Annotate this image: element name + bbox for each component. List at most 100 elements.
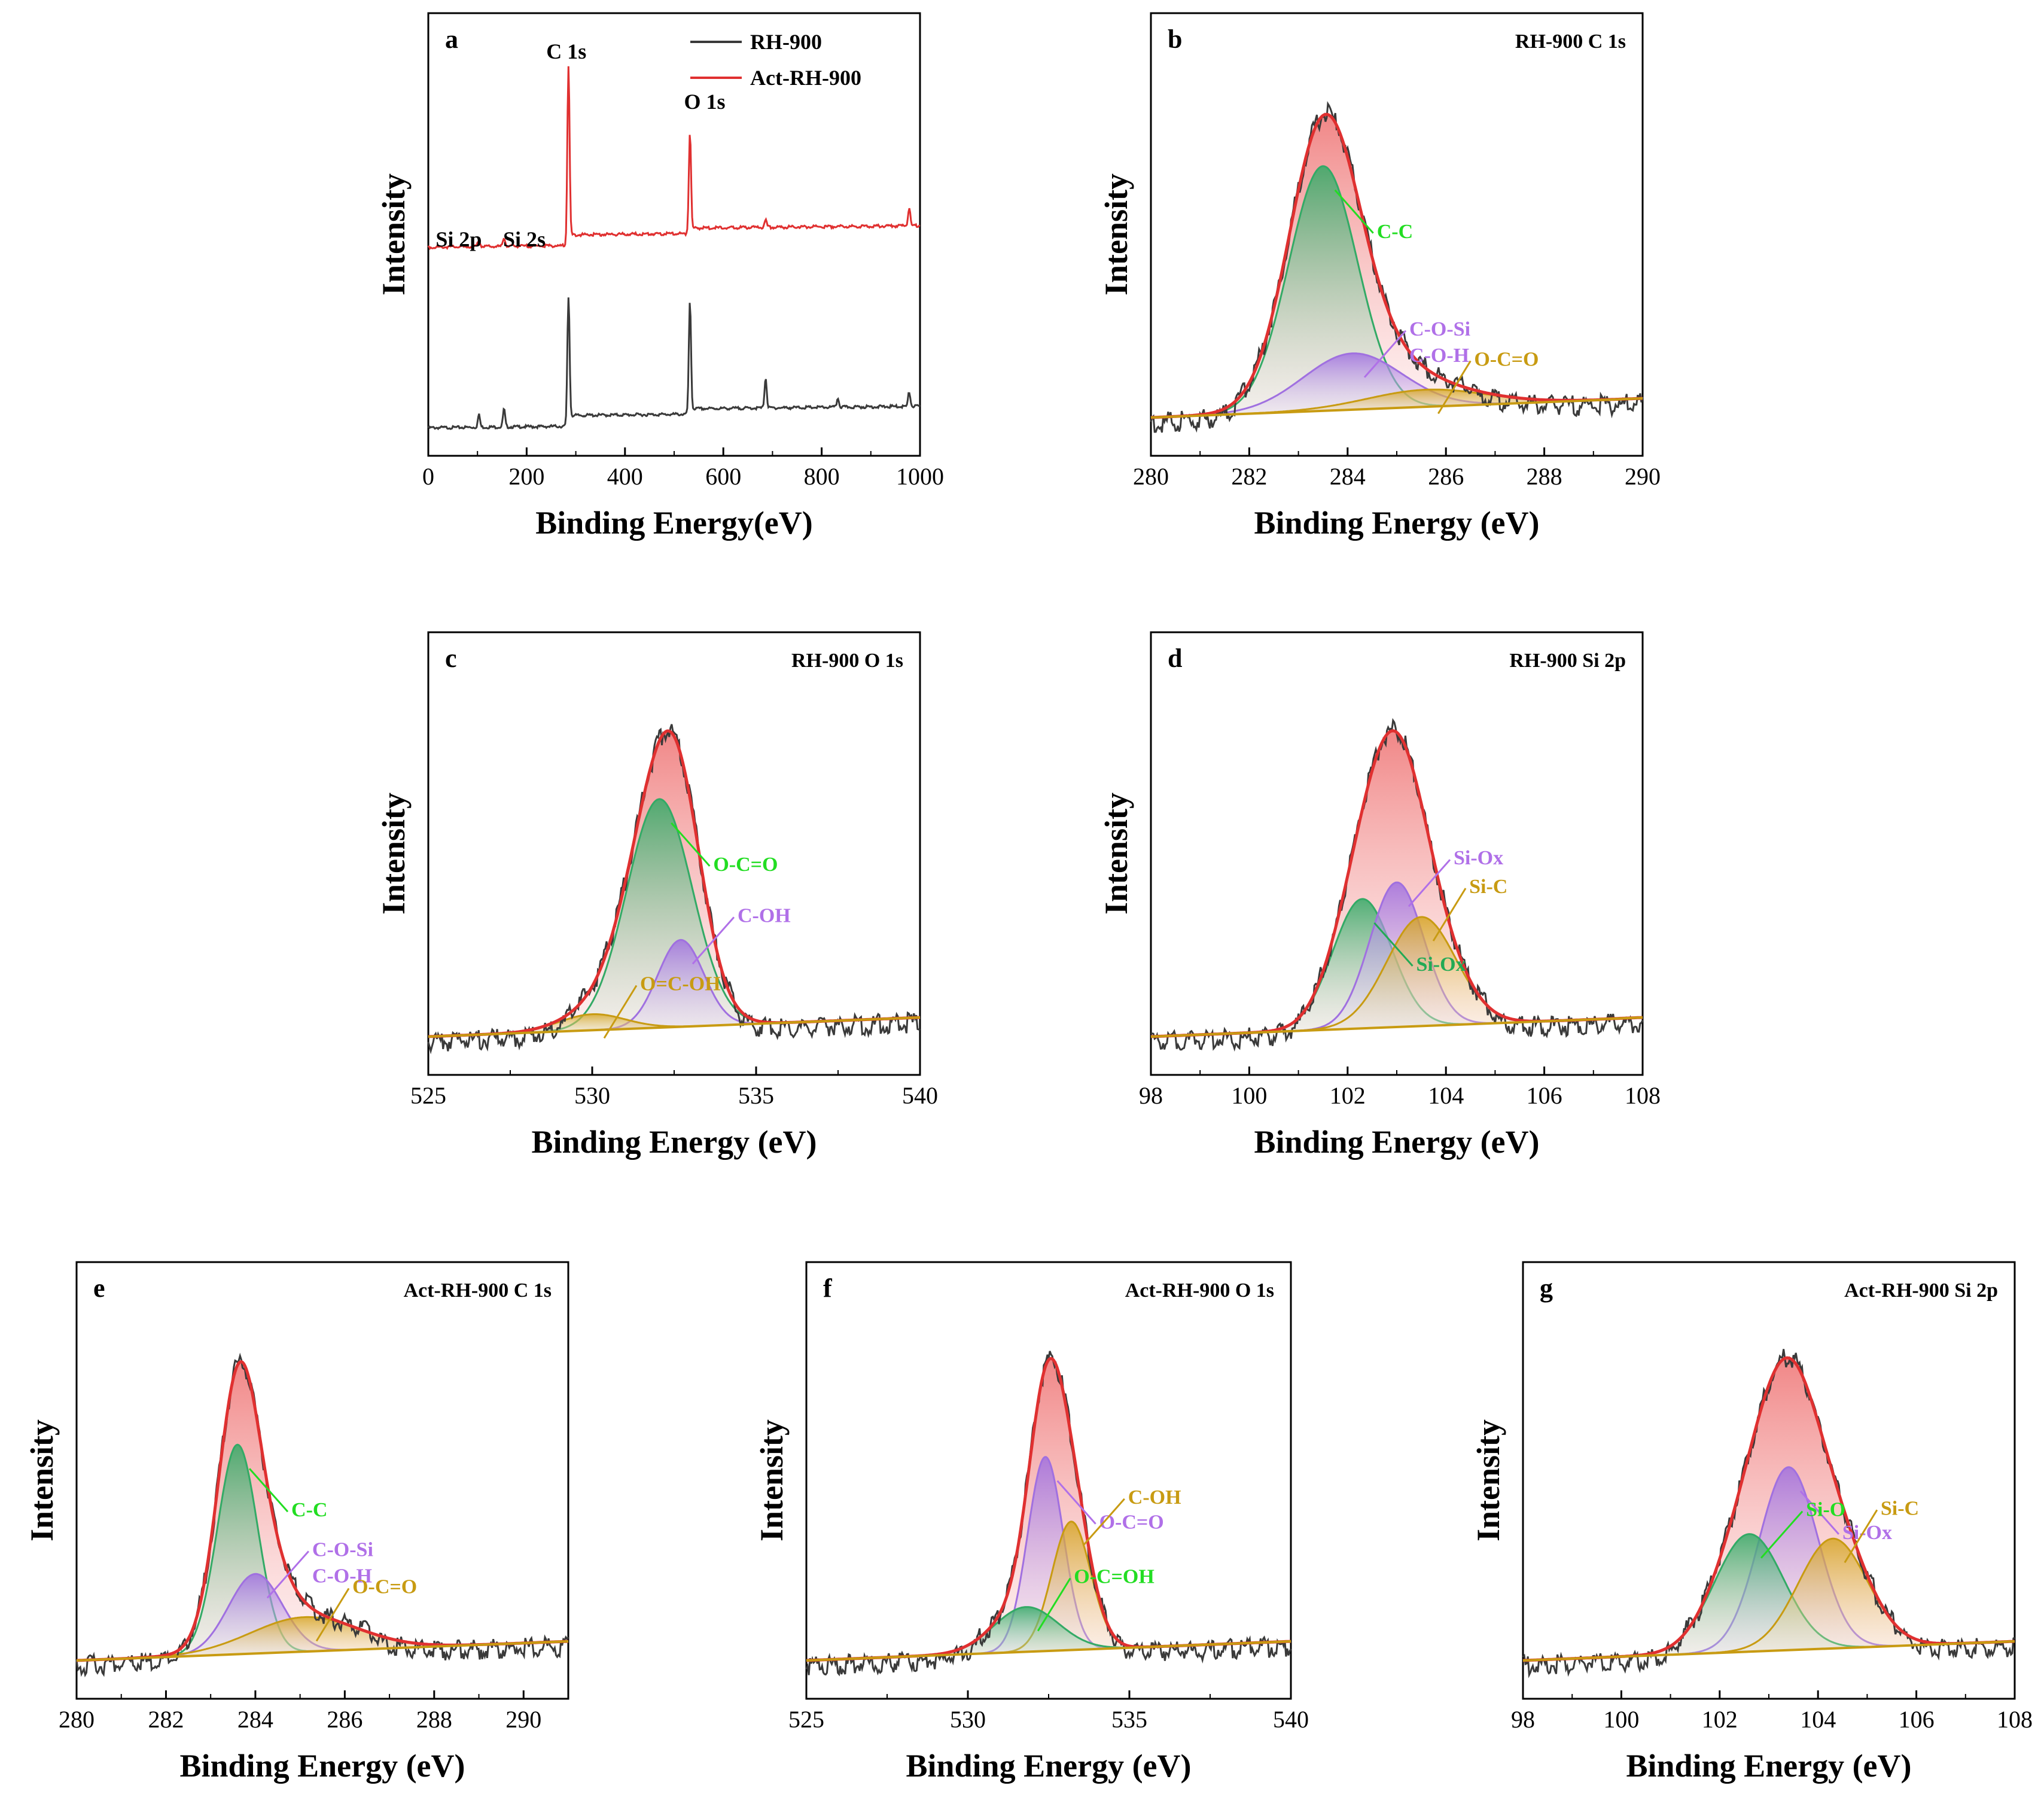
- component-label: C-O-Si: [312, 1538, 373, 1561]
- x-tick-label: 400: [607, 463, 643, 490]
- panel-title: Act-RH-900 C 1s: [404, 1279, 552, 1302]
- baseline: [1522, 1640, 2015, 1662]
- peak-annotation: C 1s: [546, 39, 586, 63]
- component-fill: [77, 1617, 568, 1660]
- x-tick-label: 106: [1527, 1082, 1562, 1109]
- label-arrow: [1760, 1510, 1804, 1559]
- raw-data-line: [75, 1352, 569, 1678]
- x-tick-label: 98: [1511, 1706, 1535, 1733]
- label-arrow: [1432, 888, 1467, 941]
- component-label: O-C=OH: [1074, 1566, 1154, 1588]
- y-axis-title: Intensity: [376, 793, 412, 915]
- component-label: Si-C: [1469, 876, 1507, 898]
- x-tick-label: 282: [1231, 463, 1267, 490]
- x-tick-label: 108: [1625, 1082, 1661, 1109]
- legend-label: RH-900: [750, 30, 822, 54]
- x-tick-label: 282: [148, 1706, 184, 1733]
- x-tick-label: 108: [1997, 1706, 2033, 1733]
- x-tick-label: 286: [327, 1706, 363, 1733]
- label-arrow: [671, 822, 711, 867]
- label-arrow: [1082, 1498, 1125, 1546]
- x-tick-label: 106: [1899, 1706, 1935, 1733]
- panel-title: RH-900 C 1s: [1515, 31, 1626, 53]
- panel-letter: a: [445, 25, 458, 54]
- y-axis-title: Intensity: [376, 173, 412, 295]
- component-label: Si-O: [1806, 1499, 1845, 1521]
- label-arrow: [1844, 1509, 1878, 1564]
- x-axis-title: Binding Energy (eV): [1254, 1124, 1539, 1160]
- component-label: C-O-H: [312, 1565, 372, 1587]
- component-fill: [1151, 353, 1643, 418]
- panel-letter: f: [823, 1273, 833, 1303]
- x-tick-label: 1000: [896, 463, 944, 490]
- y-axis-title: Intensity: [24, 1419, 60, 1541]
- component-label: C-O-H: [1409, 345, 1469, 367]
- x-tick-label: 535: [1111, 1706, 1147, 1733]
- x-axis-title: Binding Energy (eV): [1254, 505, 1539, 541]
- component-label: O=C-OH: [640, 973, 721, 995]
- panel-e: 280 282 284 286 288 290 Binding Energy (eV) Int…: [24, 1261, 569, 1784]
- label-arrow: [1437, 360, 1472, 415]
- label-arrow: [1363, 330, 1407, 378]
- component-label: O-C=O: [1099, 1512, 1164, 1534]
- x-tick-label: 98: [1139, 1082, 1163, 1109]
- component-fill: [806, 1607, 1291, 1660]
- envelope-line: [1150, 112, 1643, 419]
- label-arrow: [266, 1550, 310, 1599]
- label-arrow: [1799, 1490, 1840, 1535]
- panel-c: 525 530 535 540 Binding Energy (eV) Intensity…: [376, 631, 938, 1160]
- component-fill: [1151, 917, 1643, 1037]
- x-axis-title: Binding Energy(eV): [535, 505, 813, 541]
- y-axis-title: Intensity: [1098, 793, 1134, 915]
- x-tick-label: 288: [1527, 463, 1562, 490]
- label-arrow: [315, 1588, 350, 1642]
- component-fill: [806, 1457, 1291, 1660]
- component-fill: [1523, 1534, 2015, 1660]
- panel-b: 280 282 284 286 288 290 Binding Energy (eV) Int…: [1098, 12, 1661, 541]
- panel-letter: c: [445, 644, 457, 673]
- x-axis-title: Binding Energy (eV): [1626, 1748, 1911, 1784]
- x-tick-label: 200: [508, 463, 544, 490]
- component-fill: [1151, 166, 1643, 418]
- x-tick-label: 535: [738, 1082, 774, 1109]
- x-tick-label: 290: [1625, 463, 1661, 490]
- component-label: Si-Ox: [1416, 953, 1466, 976]
- x-tick-label: 530: [574, 1082, 610, 1109]
- x-tick-label: 600: [705, 463, 741, 490]
- x-tick-label: 540: [902, 1082, 938, 1109]
- y-axis-title: Intensity: [1098, 173, 1134, 295]
- peak-annotation: O 1s: [684, 90, 725, 114]
- x-axis-title: Binding Energy (eV): [531, 1124, 817, 1160]
- legend-label: Act-RH-900: [750, 66, 861, 90]
- y-axis-title: Intensity: [754, 1419, 790, 1541]
- panel-title: RH-900 Si 2p: [1509, 650, 1626, 672]
- component-label: O-C=O: [1474, 348, 1539, 370]
- component-label: Si-C: [1881, 1497, 1919, 1519]
- component-fill: [428, 799, 920, 1037]
- panel-a: 0 200 400 600 800 1000 Binding Energy(eV) Inten…: [376, 12, 944, 541]
- x-tick-label: 525: [410, 1082, 446, 1109]
- x-tick-label: 100: [1603, 1706, 1639, 1733]
- label-arrow: [248, 1468, 289, 1513]
- label-arrow: [603, 985, 638, 1039]
- label-arrow: [1373, 922, 1414, 967]
- y-axis-title: Intensity: [1470, 1419, 1506, 1541]
- component-fill: [806, 1521, 1291, 1660]
- panel-letter: e: [93, 1273, 105, 1303]
- panel-letter: d: [1168, 644, 1182, 673]
- x-tick-label: 280: [1133, 463, 1169, 490]
- component-label: O-C=O: [352, 1576, 417, 1598]
- label-arrow: [1037, 1577, 1071, 1632]
- x-tick-label: 284: [237, 1706, 273, 1733]
- baseline: [1150, 1016, 1643, 1038]
- panel-g: 98 100 102 104 106 108 Binding Energy (eV) Inte…: [1470, 1261, 2033, 1784]
- baseline: [806, 1640, 1291, 1662]
- baseline: [76, 1640, 569, 1662]
- component-fill: [1523, 1538, 2015, 1660]
- peak-annotation: Si 2p: [435, 227, 482, 251]
- panel-letter: g: [1540, 1273, 1553, 1303]
- panel-d: 98 100 102 104 106 108 Binding Energy (eV) Inte…: [1098, 631, 1661, 1160]
- x-tick-label: 0: [422, 463, 434, 490]
- x-tick-label: 100: [1231, 1082, 1267, 1109]
